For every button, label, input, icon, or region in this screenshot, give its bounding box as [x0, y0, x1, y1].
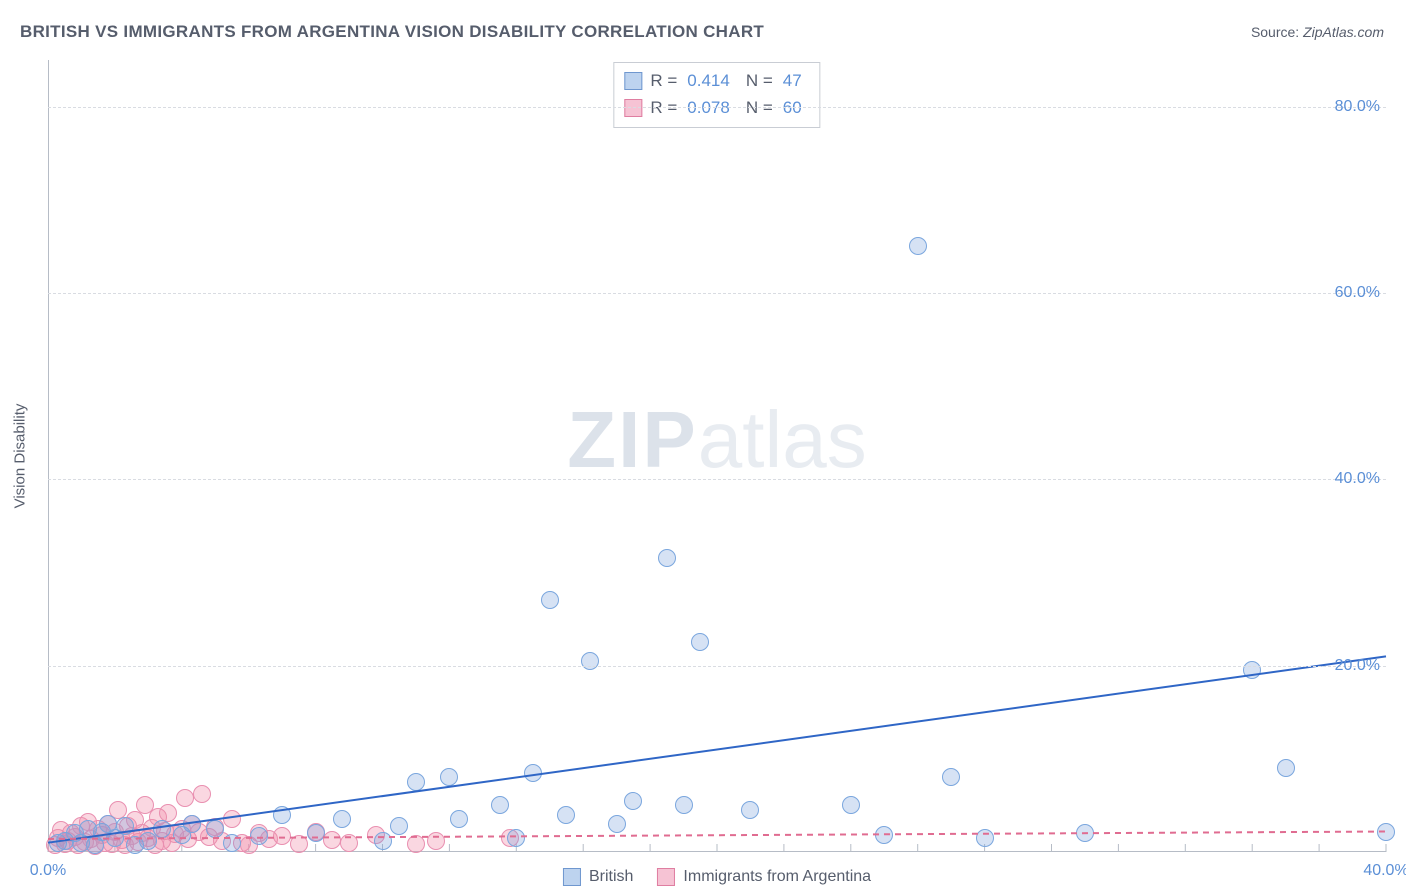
y-tick-label: 80.0% [1335, 98, 1380, 116]
y-tick-label: 60.0% [1335, 284, 1380, 302]
source-credit: Source: ZipAtlas.com [1251, 24, 1384, 40]
chart-title: BRITISH VS IMMIGRANTS FROM ARGENTINA VIS… [20, 22, 764, 42]
plot-canvas: ZIPatlas R =0.414N =47R =0.078N =60 Brit… [48, 60, 1386, 852]
series-legend: British Immigrants from Argentina [563, 868, 871, 886]
gridline [48, 479, 1386, 480]
plot-area: Vision Disability ZIPatlas R =0.414N =47… [48, 60, 1386, 852]
legend-swatch [657, 868, 675, 886]
gridline [48, 293, 1386, 294]
trend-line [48, 656, 1386, 842]
legend-swatch [563, 868, 581, 886]
y-axis-label: Vision Disability [12, 404, 29, 509]
gridline [48, 107, 1386, 108]
legend-label: Immigrants from Argentina [683, 868, 871, 886]
gridline [48, 666, 1386, 667]
y-tick-label: 20.0% [1335, 657, 1380, 675]
source-label: Source: [1251, 24, 1303, 40]
legend-item: Immigrants from Argentina [657, 868, 871, 886]
legend-label: British [589, 868, 633, 886]
trend-lines-layer [48, 60, 1386, 852]
trend-line [48, 832, 1386, 839]
legend-item: British [563, 868, 633, 886]
x-tick-label: 40.0% [1363, 862, 1406, 880]
y-tick-label: 40.0% [1335, 470, 1380, 488]
x-tick-label: 0.0% [30, 862, 66, 880]
source-value: ZipAtlas.com [1303, 24, 1384, 40]
